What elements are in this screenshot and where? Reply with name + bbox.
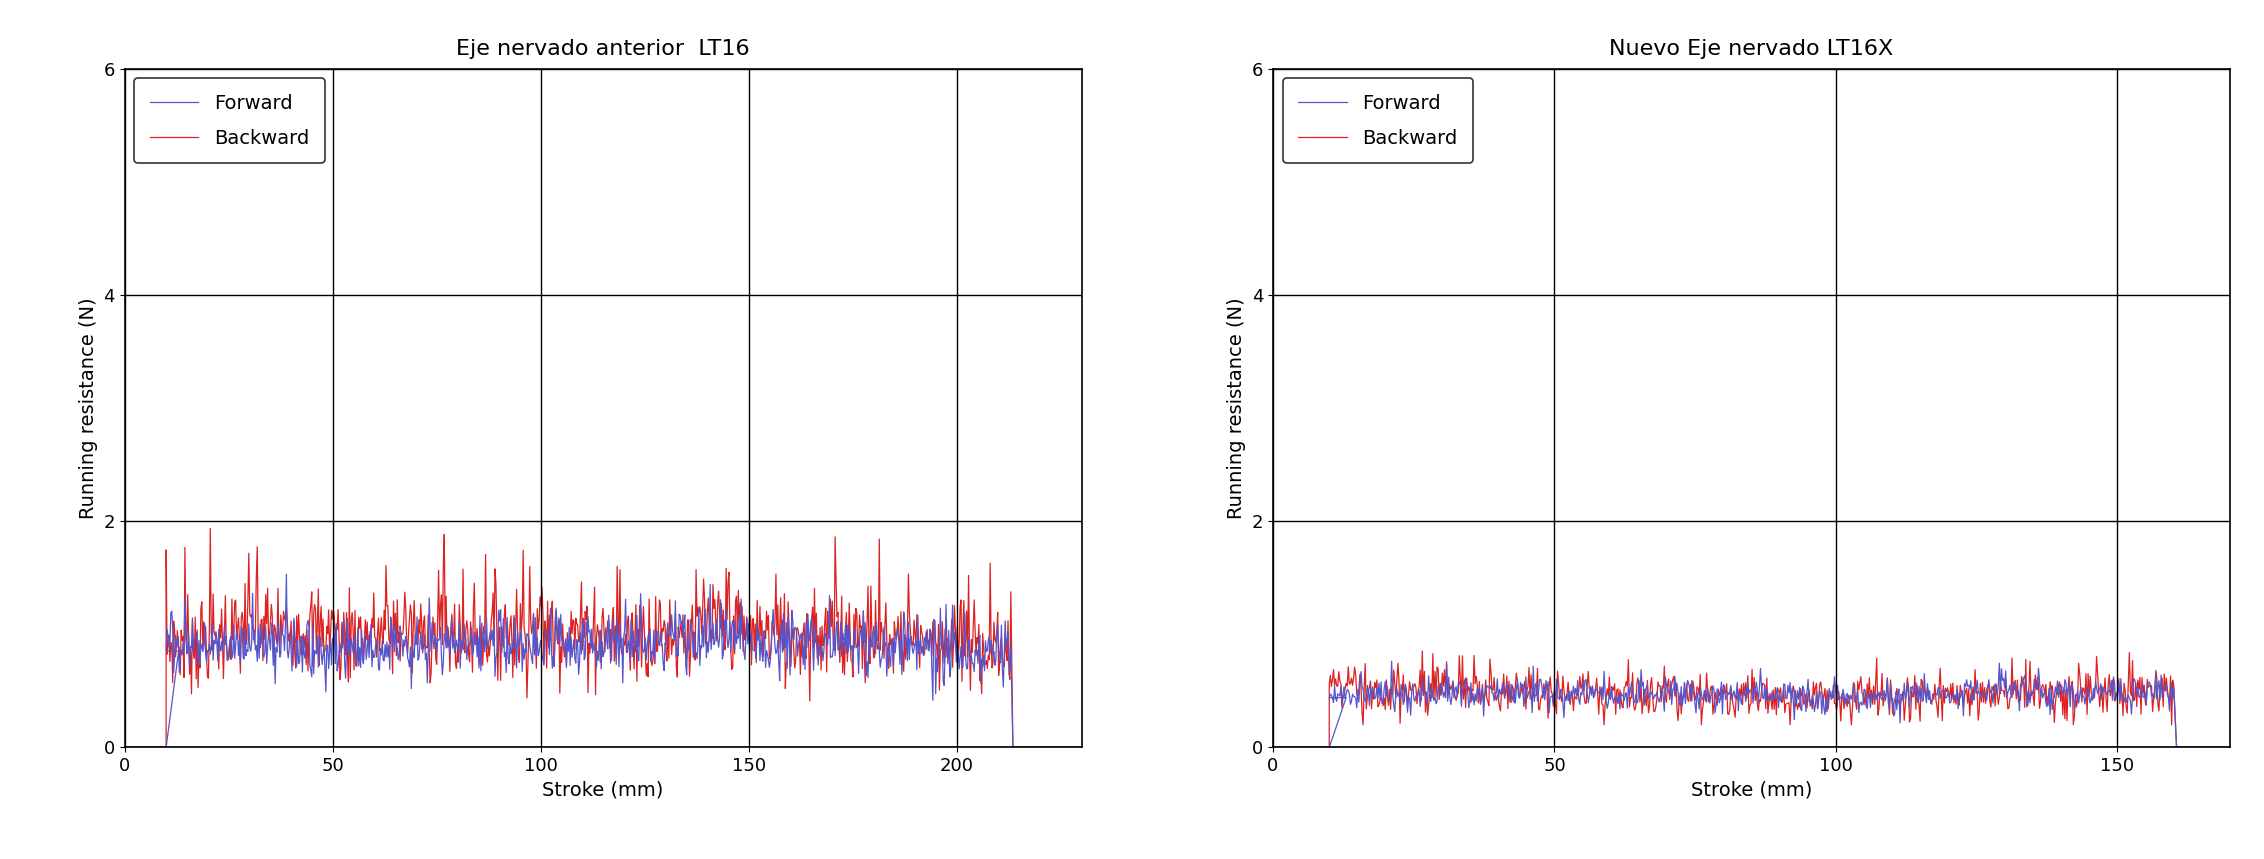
Forward xyxy=(222,639,249,649)
Backward xyxy=(1069,742,1096,752)
Forward xyxy=(2216,742,2244,752)
Backward xyxy=(111,742,138,752)
Forward xyxy=(1069,742,1096,752)
Title: Eje nervado anterior  LT16: Eje nervado anterior LT16 xyxy=(457,39,749,58)
Forward xyxy=(817,653,844,663)
Forward xyxy=(1587,685,1614,696)
Backward xyxy=(715,577,743,588)
Backward xyxy=(197,523,224,533)
Y-axis label: Running resistance (N): Running resistance (N) xyxy=(79,297,97,519)
Forward xyxy=(2160,693,2187,704)
Line: Forward: Forward xyxy=(1272,661,2230,747)
Forward xyxy=(1990,673,2017,684)
Backward xyxy=(1897,713,1924,723)
Backward xyxy=(1322,681,1349,691)
Backward xyxy=(152,545,179,555)
Backward xyxy=(1259,742,1286,752)
Forward xyxy=(111,742,138,752)
Forward xyxy=(1259,742,1286,752)
Forward xyxy=(401,649,428,659)
Forward xyxy=(994,627,1021,637)
Backward xyxy=(2216,742,2244,752)
X-axis label: Stroke (mm): Stroke (mm) xyxy=(543,781,663,800)
Title: Nuevo Eje nervado LT16X: Nuevo Eje nervado LT16X xyxy=(1610,39,1893,58)
Backward xyxy=(224,634,251,644)
Legend: Forward, Backward: Forward, Backward xyxy=(134,78,324,163)
Backward xyxy=(903,609,931,619)
Forward xyxy=(172,620,199,631)
Forward xyxy=(1379,656,1406,667)
Forward xyxy=(274,569,301,579)
Forward xyxy=(955,632,983,643)
Backward xyxy=(1657,679,1684,690)
Backward xyxy=(1807,677,1834,687)
Forward xyxy=(2092,686,2119,697)
X-axis label: Stroke (mm): Stroke (mm) xyxy=(1691,781,1811,800)
Line: Backward: Backward xyxy=(1272,651,2230,747)
Y-axis label: Running resistance (N): Running resistance (N) xyxy=(1227,297,1245,519)
Forward xyxy=(1911,689,1938,699)
Legend: Forward, Backward: Forward, Backward xyxy=(1284,78,1474,163)
Forward xyxy=(1612,690,1639,700)
Backward xyxy=(1927,691,1954,701)
Backward xyxy=(505,625,532,636)
Backward xyxy=(410,618,437,628)
Line: Forward: Forward xyxy=(125,574,1082,747)
Backward xyxy=(1639,706,1666,716)
Line: Backward: Backward xyxy=(125,528,1082,747)
Backward xyxy=(1408,646,1435,656)
